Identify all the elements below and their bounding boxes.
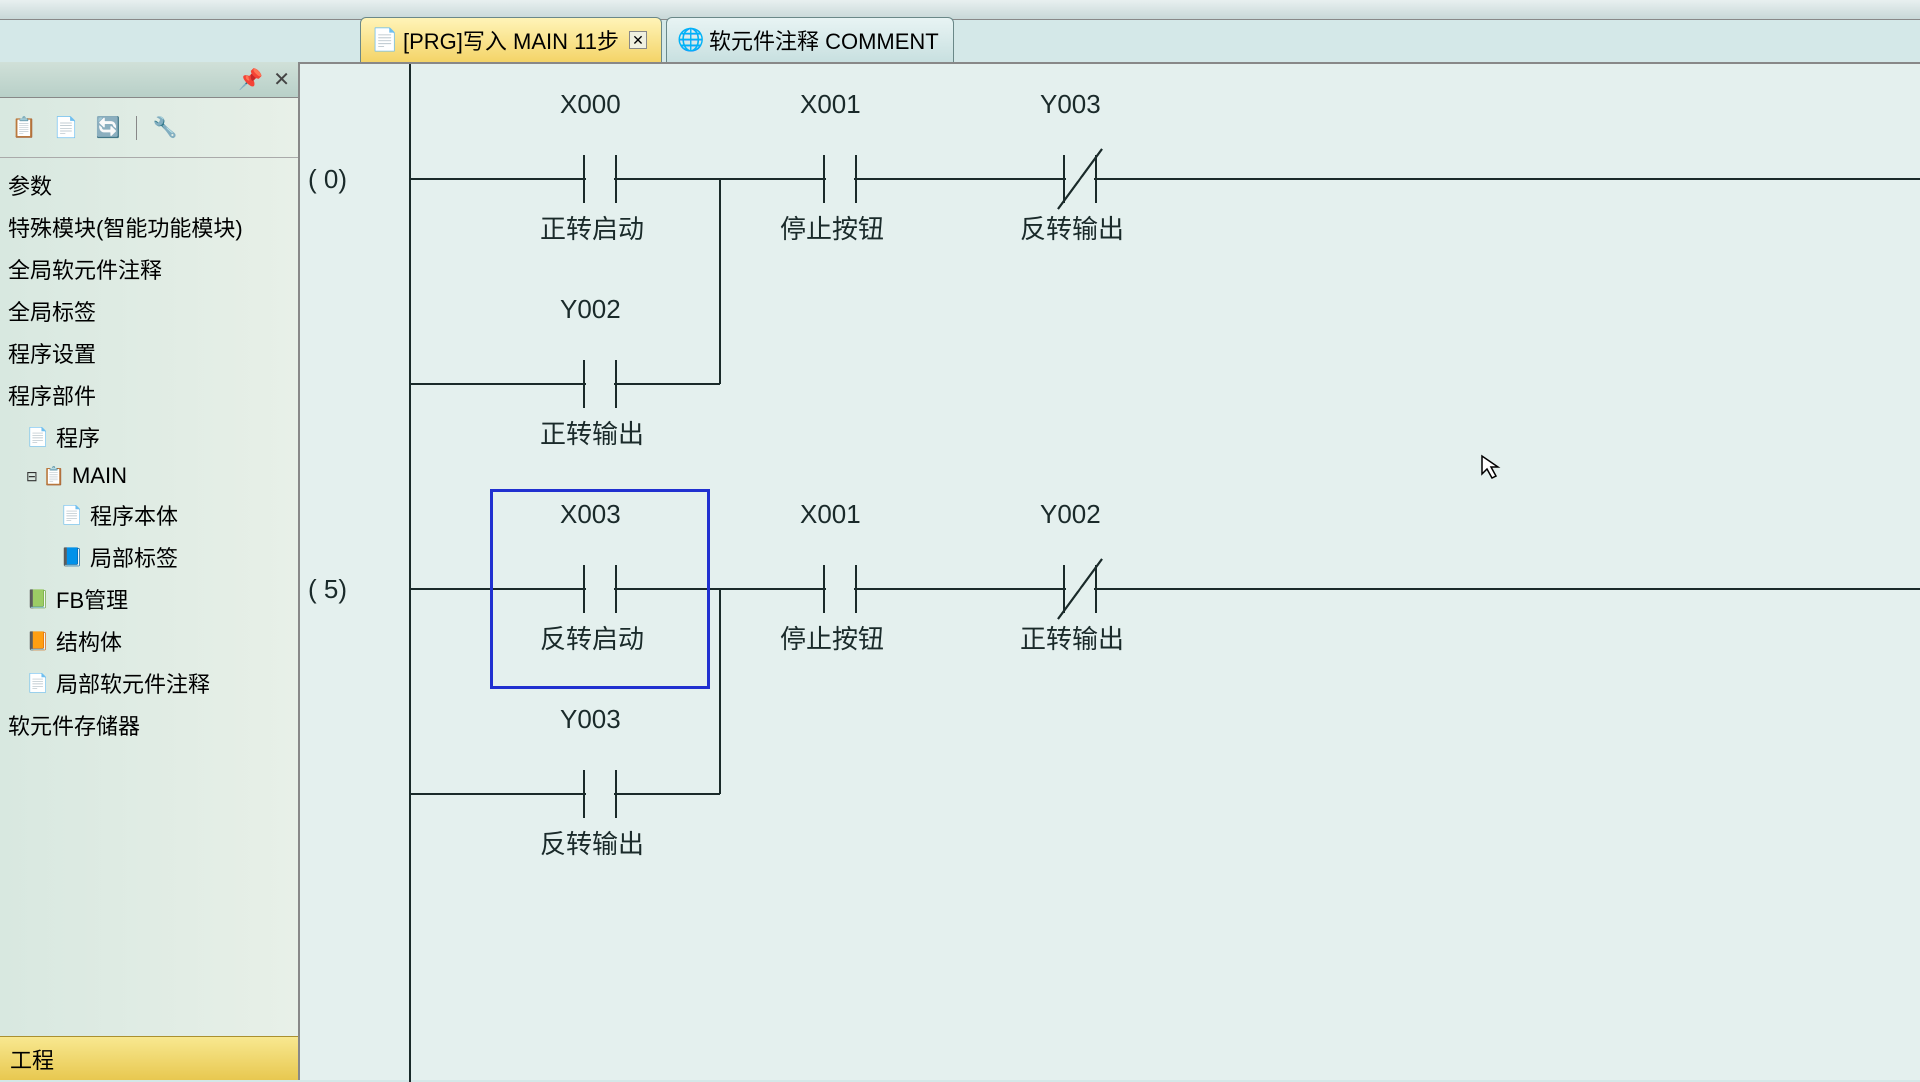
- ladder-label: 反转输出: [1020, 209, 1124, 246]
- sidebar: 📌 ✕ 📋 📄 🔄 🔧 参数特殊模块(智能功能模块) 全局软元件注释全局标签程序设…: [0, 62, 300, 1080]
- document-icon: 📄: [375, 30, 395, 50]
- selection-box: [490, 489, 710, 689]
- ladder-label: Y003: [560, 704, 621, 735]
- tree-item-label: 全局软元件注释: [8, 253, 162, 285]
- tree-item-label: 局部软元件注释: [56, 667, 210, 699]
- tab-comment[interactable]: 🌐 软元件注释 COMMENT: [666, 17, 954, 62]
- tab-label: 软元件注释 COMMENT: [709, 24, 939, 56]
- ladder-label: Y003: [1040, 89, 1101, 120]
- project-tree: 参数特殊模块(智能功能模块) 全局软元件注释全局标签程序设置程序部件 📄 程序 ⊟📋 MA…: [0, 158, 298, 1036]
- tree-node-icon: 📘: [60, 547, 84, 568]
- step-number: ( 0): [308, 164, 347, 195]
- globe-icon: 🌐: [681, 30, 701, 50]
- ladder-label: X001: [800, 499, 861, 530]
- ladder-editor[interactable]: ( 0) X000 正转启动 X001 停止按钮 Y003 反转输出 Y002 正转输出 ( 5)…: [300, 62, 1920, 1080]
- tree-item-label: 全局标签: [8, 295, 96, 327]
- step-number: ( 5): [308, 574, 347, 605]
- tree-item-label: 特殊模块(智能功能模块): [8, 211, 243, 243]
- ladder-label: 停止按钮: [780, 619, 884, 656]
- tree-item-label: 程序: [56, 421, 100, 453]
- tree-item[interactable]: 📘 局部标签: [4, 536, 294, 578]
- main-area: 📌 ✕ 📋 📄 🔄 🔧 参数特殊模块(智能功能模块) 全局软元件注释全局标签程序设…: [0, 62, 1920, 1080]
- tree-item-label: 程序本体: [90, 499, 178, 531]
- tree-node-icon: 📄: [26, 427, 50, 448]
- tree-item[interactable]: 📄 程序: [4, 416, 294, 458]
- tab-label: [PRG]写入 MAIN 11步: [403, 24, 619, 56]
- sidebar-footer-project[interactable]: 工程: [0, 1036, 298, 1080]
- pin-icon[interactable]: 📌: [238, 67, 263, 92]
- tree-item[interactable]: 软元件存储器: [4, 704, 294, 746]
- tree-node-icon: 📋: [42, 466, 66, 487]
- ladder-label: Y002: [1040, 499, 1101, 530]
- ladder-label: 正转输出: [1020, 619, 1124, 656]
- tree-item-label: MAIN: [72, 463, 127, 489]
- tree-item[interactable]: 程序设置: [4, 332, 294, 374]
- tool-icon[interactable]: 🔧: [151, 114, 179, 142]
- tree-item[interactable]: 特殊模块(智能功能模块): [4, 206, 294, 248]
- tree-item[interactable]: ⊟📋 MAIN: [4, 458, 294, 494]
- top-toolbar: [0, 0, 1920, 20]
- tab-prg-main[interactable]: 📄 [PRG]写入 MAIN 11步 ✕: [360, 17, 662, 62]
- ladder-label: 反转输出: [540, 824, 644, 861]
- tree-node-icon: 📗: [26, 589, 50, 610]
- tree-item[interactable]: 📄 程序本体: [4, 494, 294, 536]
- sidebar-toolbar: 📋 📄 🔄 🔧: [0, 98, 298, 158]
- tree-item[interactable]: 参数: [4, 164, 294, 206]
- tree-item-label: 结构体: [56, 625, 122, 657]
- paste-icon[interactable]: 📄: [52, 114, 80, 142]
- tree-item-label: 局部标签: [90, 541, 178, 573]
- copy-icon[interactable]: 📋: [10, 114, 38, 142]
- tree-item-label: 软元件存储器: [8, 709, 140, 741]
- tree-item[interactable]: 📙 结构体: [4, 620, 294, 662]
- tree-item[interactable]: 程序部件: [4, 374, 294, 416]
- sidebar-header: 📌 ✕: [0, 62, 298, 98]
- tree-node-icon: 📙: [26, 631, 50, 652]
- refresh-icon[interactable]: 🔄: [94, 114, 122, 142]
- tree-item-label: 参数: [8, 169, 52, 201]
- tree-item-label: FB管理: [56, 583, 128, 615]
- close-icon[interactable]: ✕: [273, 67, 290, 92]
- ladder-label: Y002: [560, 294, 621, 325]
- cursor-icon: [1480, 454, 1508, 489]
- ladder-label: 正转启动: [540, 209, 644, 246]
- tree-item[interactable]: 全局软元件注释: [4, 248, 294, 290]
- tree-item[interactable]: 📗 FB管理: [4, 578, 294, 620]
- tree-item-label: 程序设置: [8, 337, 96, 369]
- tree-item[interactable]: 全局标签: [4, 290, 294, 332]
- tabs-row: 📄 [PRG]写入 MAIN 11步 ✕ 🌐 软元件注释 COMMENT: [360, 20, 1920, 62]
- tree-node-icon: 📄: [60, 505, 84, 526]
- divider: [136, 116, 137, 140]
- tree-item[interactable]: 📄 局部软元件注释: [4, 662, 294, 704]
- footer-label: 工程: [10, 1043, 54, 1075]
- tree-node-icon: 📄: [26, 673, 50, 694]
- expand-icon[interactable]: ⊟: [26, 468, 42, 485]
- ladder-label: X000: [560, 89, 621, 120]
- close-icon[interactable]: ✕: [629, 31, 647, 49]
- tree-item-label: 程序部件: [8, 379, 96, 411]
- ladder-label: 正转输出: [540, 414, 644, 451]
- ladder-label: 停止按钮: [780, 209, 884, 246]
- ladder-label: X001: [800, 89, 861, 120]
